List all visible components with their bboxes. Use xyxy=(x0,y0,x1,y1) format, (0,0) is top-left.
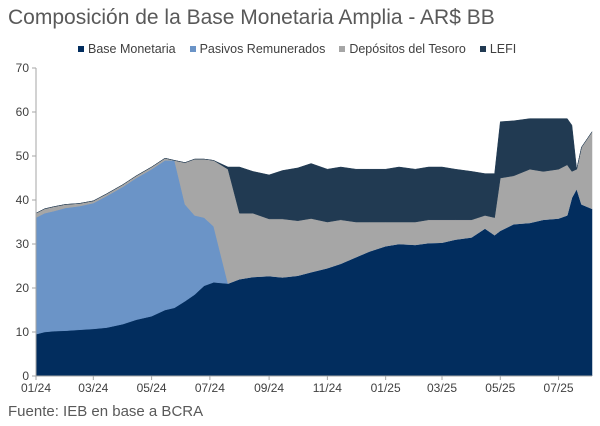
legend-label: Depósitos del Tesoro xyxy=(349,42,466,56)
legend-swatch xyxy=(78,46,84,52)
y-tick-label: 70 xyxy=(16,61,30,75)
y-tick-label: 20 xyxy=(16,281,30,295)
series-areas xyxy=(35,118,593,377)
x-tick-label: 05/25 xyxy=(485,381,515,395)
x-tick-label: 11/24 xyxy=(313,381,342,395)
legend-item-base-monetaria[interactable]: Base Monetaria xyxy=(78,42,176,56)
x-tick-label: 03/24 xyxy=(78,381,108,395)
legend-swatch xyxy=(189,46,196,52)
y-tick-label: 0 xyxy=(22,369,29,383)
x-tick-label: 03/25 xyxy=(427,381,457,395)
legend: Base Monetaria Pasivos Remunerados Depós… xyxy=(78,41,530,57)
x-tick-label: 01/25 xyxy=(371,381,401,395)
legend-swatch xyxy=(339,46,346,52)
legend-label: Pasivos Remunerados xyxy=(199,42,326,56)
legend-item-lefi[interactable]: LEFI xyxy=(479,42,517,56)
y-tick-label: 30 xyxy=(16,237,30,251)
y-tick-label: 50 xyxy=(16,149,30,163)
x-tick-label: 07/25 xyxy=(544,381,574,395)
legend-item-pasivos-remunerados[interactable]: Pasivos Remunerados xyxy=(189,42,326,56)
axes: 0 10 20 30 40 50 60 70 01/24 03/24 05/24 07/24 09/24… xyxy=(16,61,592,395)
y-tick-label: 60 xyxy=(16,105,30,119)
x-tick-label: 01/24 xyxy=(21,381,51,395)
source-note: Fuente: IEB en base a BCRA xyxy=(8,403,204,420)
legend-swatch xyxy=(479,46,486,52)
y-tick-label: 10 xyxy=(16,325,30,339)
x-tick-label: 07/24 xyxy=(195,381,225,395)
x-tick-label: 05/24 xyxy=(137,381,167,395)
series-area-lefi xyxy=(35,118,593,223)
chart-title: Composición de la Base Monetaria Amplia … xyxy=(8,6,495,29)
x-tick-label: 09/24 xyxy=(254,381,284,395)
legend-label: Base Monetaria xyxy=(88,42,176,56)
y-tick-label: 40 xyxy=(16,193,30,207)
legend-item-depositos-tesoro[interactable]: Depósitos del Tesoro xyxy=(339,42,466,56)
legend-label: LEFI xyxy=(489,42,517,56)
